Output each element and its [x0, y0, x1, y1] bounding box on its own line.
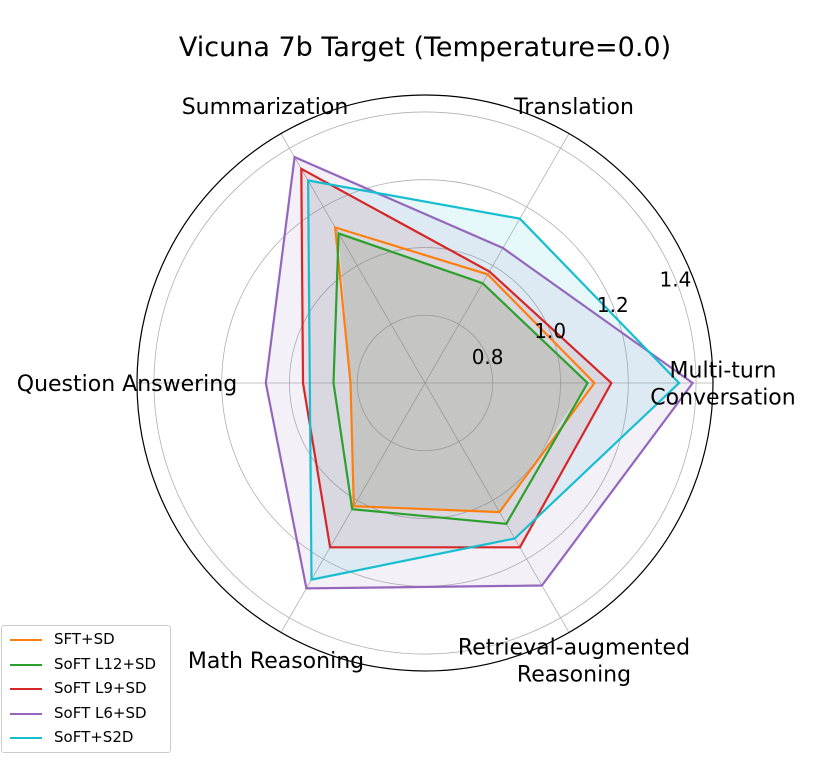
legend-label: SFT+SD [54, 630, 115, 648]
legend-item-2: SoFT L9+SD [2, 677, 170, 701]
series-line-3 [264, 155, 695, 590]
axis-label-line: Conversation [650, 386, 795, 411]
axis-label-line: Translation [513, 95, 634, 120]
legend-label: SoFT+S2D [54, 728, 134, 746]
tick-label-0: 0.8 [472, 345, 504, 369]
grid-spoke-1 [424, 133, 570, 384]
legend-label: SoFT L12+SD [54, 654, 157, 673]
series-line-4 [306, 179, 681, 581]
axis-label-line: Question Answering [17, 372, 237, 397]
axis-label-1: Translation [513, 95, 634, 120]
series-line-1 [332, 231, 589, 525]
series-fill-3 [265, 157, 693, 589]
grid-spoke-2 [280, 133, 426, 384]
legend-label: SoFT L9+SD [54, 679, 147, 697]
axis-labels: Multi-turn Conversation Translation Summari… [17, 95, 796, 688]
legend-item-4: SoFT+S2D [2, 726, 170, 750]
legend-swatch [10, 663, 42, 666]
legend-swatch [10, 688, 42, 690]
series-fills [265, 157, 693, 589]
series-line-2 [300, 166, 613, 549]
series-fill-2 [301, 168, 612, 548]
grid-spoke-5 [424, 382, 570, 633]
axis-label-2: Summarization [182, 95, 349, 120]
axis-label-line: Retrieval-augmented [458, 636, 690, 661]
legend-item-0: SFT+SD [2, 628, 170, 652]
tick-label-1: 1.0 [534, 319, 566, 343]
series-lines [264, 155, 695, 590]
legend-label: SoFT L6+SD [54, 703, 147, 722]
overlap-shade [338, 233, 588, 513]
tick-label-3: 1.4 [659, 267, 691, 291]
series-line-0 [333, 225, 596, 514]
axis-label-3: Question Answering [17, 372, 237, 397]
radial-tick-labels: 0.8 1.0 1.2 1.4 [472, 267, 692, 369]
axis-label-line: Reasoning [517, 663, 631, 688]
axis-label-line: Math Reasoning [188, 649, 364, 674]
axis-label-line: Multi-turn [670, 359, 777, 384]
legend-swatch [10, 712, 42, 715]
axis-label-0: Multi-turn Conversation [650, 359, 795, 411]
legend: SFT+SD SoFT L12+SD SoFT L9+SD SoFT L6+SD SoF… [1, 625, 171, 753]
legend-item-1: SoFT L12+SD [2, 653, 170, 677]
legend-swatch [10, 639, 42, 641]
series-fill-4 [308, 180, 680, 580]
axis-label-line: Summarization [182, 95, 349, 120]
legend-item-3: SoFT L6+SD [2, 702, 170, 726]
chart-title: Vicuna 7b Target (Temperature=0.0) [179, 32, 671, 63]
axis-label-5: Retrieval-augmented Reasoning [458, 636, 690, 688]
tick-label-2: 1.2 [597, 293, 629, 317]
outer-frame [136, 94, 714, 672]
axis-label-4: Math Reasoning [188, 649, 364, 674]
legend-swatch [10, 737, 42, 739]
